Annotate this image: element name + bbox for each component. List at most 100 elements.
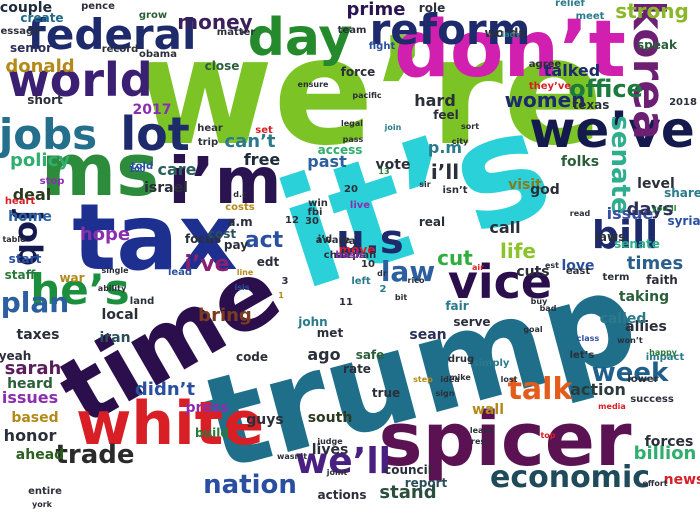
cloud-word: est [544,261,560,270]
cloud-word: laws [594,230,626,244]
cloud-word: heard [7,376,53,392]
cloud-word: close [204,59,240,73]
cloud-word: council [384,463,432,477]
cloud-word: safe [355,348,385,362]
cloud-word: you’ll [651,204,677,213]
cloud-word: visit [508,177,542,193]
cloud-word: trip [197,137,219,148]
cloud-word: create [20,11,64,25]
cloud-word: isis [234,283,250,292]
cloud-word: sort [460,122,480,131]
cloud-word: fight [368,41,396,52]
cloud-word: pass [342,135,364,144]
cloud-word: law [380,255,436,288]
cloud-word: cut [437,246,473,270]
cloud-word: tax [72,184,238,291]
cloud-word: don’t [394,5,626,95]
cloud-word: 30 [305,216,319,227]
cloud-word: won’t [617,336,643,345]
cloud-word: we’ll [294,441,392,482]
cloud-word: chairman [323,250,377,261]
cloud-word: pacific [352,91,382,100]
cloud-word: met [316,326,344,340]
cloud-word: sean [409,327,447,343]
cloud-word: step [413,375,433,384]
cloud-word: can’t [224,131,276,152]
cloud-word: wall [472,402,504,418]
cloud-word: free [243,150,281,169]
cloud-word: god [530,182,560,198]
cloud-word: hear [197,123,223,134]
cloud-word: honor [3,426,57,445]
cloud-word: taking [618,289,670,305]
cloud-word: drug [447,354,475,365]
cloud-word: i’ve [184,252,230,277]
cloud-word: call [489,218,521,237]
cloud-word: we’re [136,6,604,178]
cloud-word: air [471,263,485,272]
cloud-word: goal [523,325,543,334]
cloud-word: read [569,209,591,218]
cloud-word: spicer [378,397,632,483]
cloud-word: forces [644,434,694,450]
cloud-word: let’s [569,350,595,361]
cloud-word: women [504,88,586,112]
cloud-word: buy [530,297,548,306]
cloud-word: impact [645,352,685,363]
cloud-word: serve [453,315,491,329]
cloud-word: pay [223,238,249,252]
cloud-word: relief [555,0,585,9]
cloud-word: a.m [227,215,253,229]
cloud-word: talk [507,372,573,407]
cloud-word: texas [572,98,610,112]
cloud-word: home [8,209,52,225]
cloud-word: class [576,334,600,343]
cloud-word: guys [246,412,284,428]
cloud-word: lead [167,267,193,278]
cloud-word: entire [28,486,62,497]
cloud-word: senate [614,237,660,251]
cloud-word: true [371,386,401,400]
cloud-word: office [569,75,643,103]
cloud-word: talked [543,61,601,80]
cloud-word: folks [560,154,600,170]
cloud-word: 11 [339,297,353,308]
cloud-word: ability [97,284,127,293]
cloud-word: bring [198,305,252,326]
cloud-word: fair [445,299,469,313]
cloud-word: stop [39,176,65,187]
cloud-word: i’d [317,234,333,245]
cloud-word: syria [667,214,700,228]
cloud-word: days [626,199,674,220]
cloud-word: start [8,252,42,266]
cloud-word: iran [99,330,131,346]
cloud-word: didn’t [134,379,196,400]
cloud-word: legal [340,119,364,128]
cloud-word: care [157,160,197,179]
cloud-word: 2017 [132,102,172,118]
cloud-word: feel [433,108,459,122]
cloud-word: share [664,186,700,200]
cloud-word: local [101,307,139,323]
cloud-word: ensure [297,80,329,89]
cloud-word: news [663,472,700,488]
cloud-word: obama [139,49,177,60]
cloud-word: edt [256,255,280,269]
cloud-word: real [418,215,446,229]
cloud-word: told [130,161,154,172]
cloud-word: trade [55,440,135,470]
cloud-word: israel [144,180,188,196]
cloud-word: senior [9,41,53,55]
cloud-word: media [598,402,626,411]
cloud-word: dr [377,269,387,278]
cloud-word: success [630,394,674,405]
cloud-word: d.c [233,190,247,199]
cloud-word: past [307,152,347,171]
cloud-word: speak [637,38,677,52]
cloud-word: faith [646,273,678,287]
cloud-word: lower [627,374,659,385]
cloud-word: live [349,200,371,211]
cloud-word: single [101,266,129,275]
cloud-word: rate [343,362,371,376]
cloud-word: move [338,243,376,257]
